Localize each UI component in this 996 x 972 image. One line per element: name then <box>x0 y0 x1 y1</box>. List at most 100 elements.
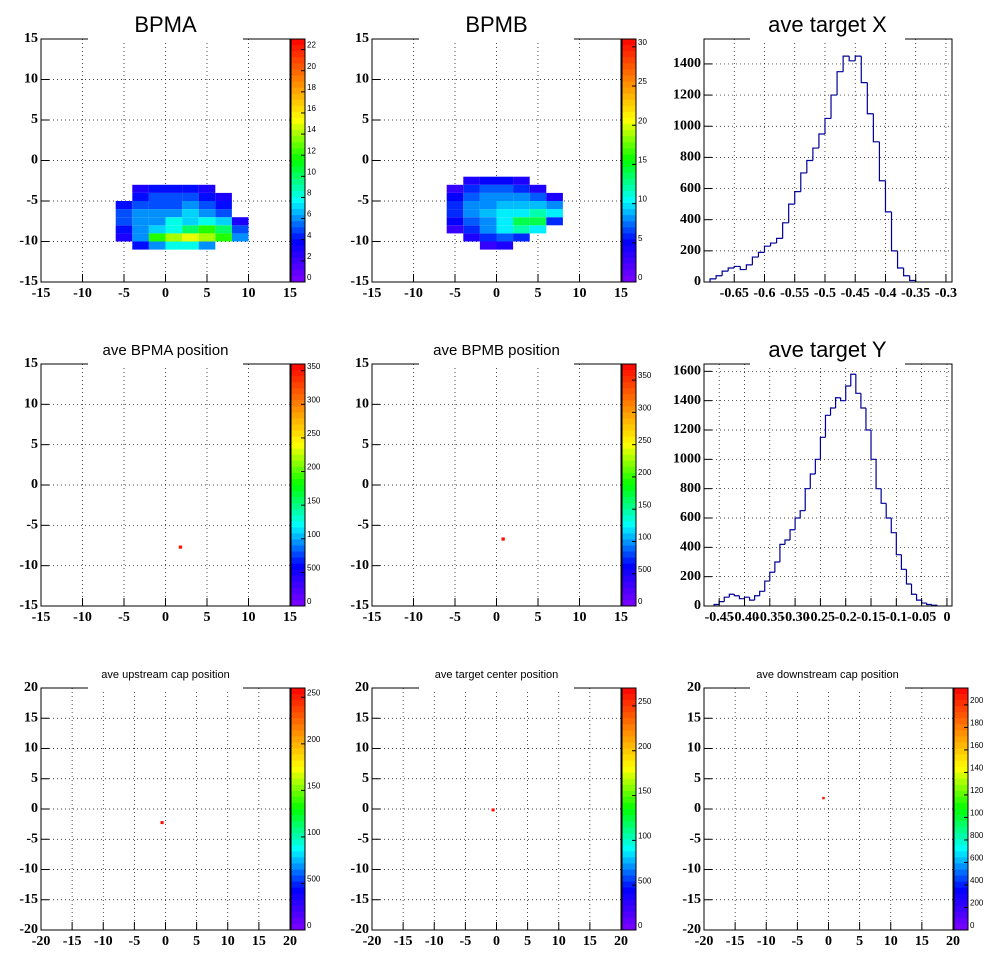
histogram-bin <box>721 270 729 276</box>
colorbar-band <box>622 382 636 389</box>
histogram-bin <box>748 597 755 601</box>
colorbar-band <box>622 539 636 546</box>
colorbar-band <box>291 75 305 83</box>
x-tick-label: -0.5 <box>814 286 836 301</box>
histogram-bin <box>769 242 777 247</box>
title-box <box>419 334 574 365</box>
histogram-bin <box>840 397 846 402</box>
colorbar-band <box>291 845 305 852</box>
colorbar-band <box>291 893 305 901</box>
colorbar-band <box>622 251 636 259</box>
histogram-bin <box>829 407 836 416</box>
colorbar-band <box>954 712 968 719</box>
y-tick-label: 800 <box>680 150 701 165</box>
colorbar-tick-label: 200 <box>307 735 321 744</box>
colorbar-band <box>954 748 968 756</box>
colorbar-band <box>291 491 305 498</box>
histogram-bin <box>727 267 735 272</box>
colorbar-band <box>291 905 305 913</box>
histogram-bin <box>824 414 831 438</box>
colorbar-tick-label: 16 <box>307 104 316 113</box>
colorbar-band <box>291 509 305 516</box>
heatmap-cell <box>115 201 133 210</box>
y-tick-label: 400 <box>680 540 701 555</box>
colorbar-band <box>291 99 305 107</box>
colorbar-band <box>622 154 636 161</box>
heatmap-cell <box>165 192 183 201</box>
pad: -0.45-0.40-0.35-0.30-0.25 -0.2 -0.15 -0.1 -0… <box>673 334 953 625</box>
heatmap-cell <box>463 201 480 210</box>
x-tick-label: -15 <box>32 286 51 301</box>
colorbar-band <box>291 718 305 725</box>
title-box <box>419 658 574 689</box>
colorbar-band <box>622 742 636 749</box>
x-tick-label: 20 <box>283 934 297 949</box>
colorbar-band <box>622 466 636 474</box>
colorbar-band <box>291 551 305 559</box>
histogram-bin <box>806 159 813 173</box>
colorbar-band <box>291 245 305 253</box>
heatmap-cell <box>132 209 149 218</box>
colorbar-band <box>291 694 305 701</box>
histogram-bin <box>926 603 932 606</box>
colorbar-band <box>291 184 305 192</box>
colorbar-tick-label: 400 <box>970 876 984 885</box>
colorbar-band <box>622 412 636 419</box>
colorbar-band <box>291 275 305 283</box>
heatmap-cell <box>215 201 232 210</box>
x-tick-label: 20 <box>614 934 628 949</box>
colorbar-band <box>291 575 305 583</box>
colorbar-tick-label: 18 <box>307 83 316 92</box>
chart-title: ave upstream cap position <box>101 669 229 681</box>
colorbar-band <box>291 521 305 528</box>
colorbar-band <box>291 796 305 804</box>
colorbar-band <box>622 263 636 271</box>
colorbar-band <box>291 724 305 731</box>
y-tick-label: 20 <box>24 680 38 695</box>
colorbar-band <box>291 887 305 895</box>
colorbar-band <box>622 275 636 283</box>
colorbar-band <box>291 760 305 768</box>
colorbar-tick-label: 200 <box>970 696 984 705</box>
colorbar-band <box>954 863 968 870</box>
y-tick-label: 15 <box>24 356 38 371</box>
colorbar-band <box>954 821 968 828</box>
x-tick-label: 0 <box>162 610 169 625</box>
colorbar-band <box>291 478 305 486</box>
colorbar-tick-label: 2 <box>307 252 312 261</box>
x-tick-label: -0.35 <box>901 286 930 301</box>
heatmap-cell <box>165 209 183 218</box>
colorbar-band <box>291 81 305 89</box>
y-tick-label: -10 <box>682 862 701 877</box>
colorbar-band <box>622 748 636 756</box>
x-tick-label: 10 <box>573 610 587 625</box>
colorbar-band <box>291 257 305 265</box>
colorbar-band <box>622 563 636 571</box>
colorbar-band <box>291 172 305 180</box>
colorbar-band <box>622 364 636 371</box>
heatmap-cell <box>148 209 166 218</box>
histogram-bin <box>763 245 771 253</box>
colorbar-band <box>291 400 305 407</box>
colorbar-band <box>954 718 968 725</box>
heatmap-cell <box>479 184 497 193</box>
histogram-bin <box>890 211 898 252</box>
colorbar-band <box>291 160 305 168</box>
x-tick-label: 0 <box>493 934 500 949</box>
colorbar-band <box>291 239 305 247</box>
x-tick-label: 0 <box>943 610 950 625</box>
colorbar-band <box>622 796 636 804</box>
colorbar-frame <box>621 38 637 283</box>
colorbar-tick-label: 250 <box>638 436 652 445</box>
pad: 0 5 10 15 20 25 30 -15 -10 -5 0 5 10 15 -15 -10 -5 0 5 10 15… <box>350 9 647 301</box>
heatmap-cell <box>463 176 480 185</box>
colorbar-band <box>291 533 305 540</box>
colorbar-band <box>622 478 636 486</box>
colorbar-band <box>954 742 968 749</box>
colorbar-band <box>291 203 305 210</box>
heatmap-cell <box>496 176 514 185</box>
colorbar-band <box>622 227 636 234</box>
x-tick-label: 10 <box>242 286 256 301</box>
x-tick-label: 5 <box>856 934 863 949</box>
colorbar-band <box>291 436 305 444</box>
